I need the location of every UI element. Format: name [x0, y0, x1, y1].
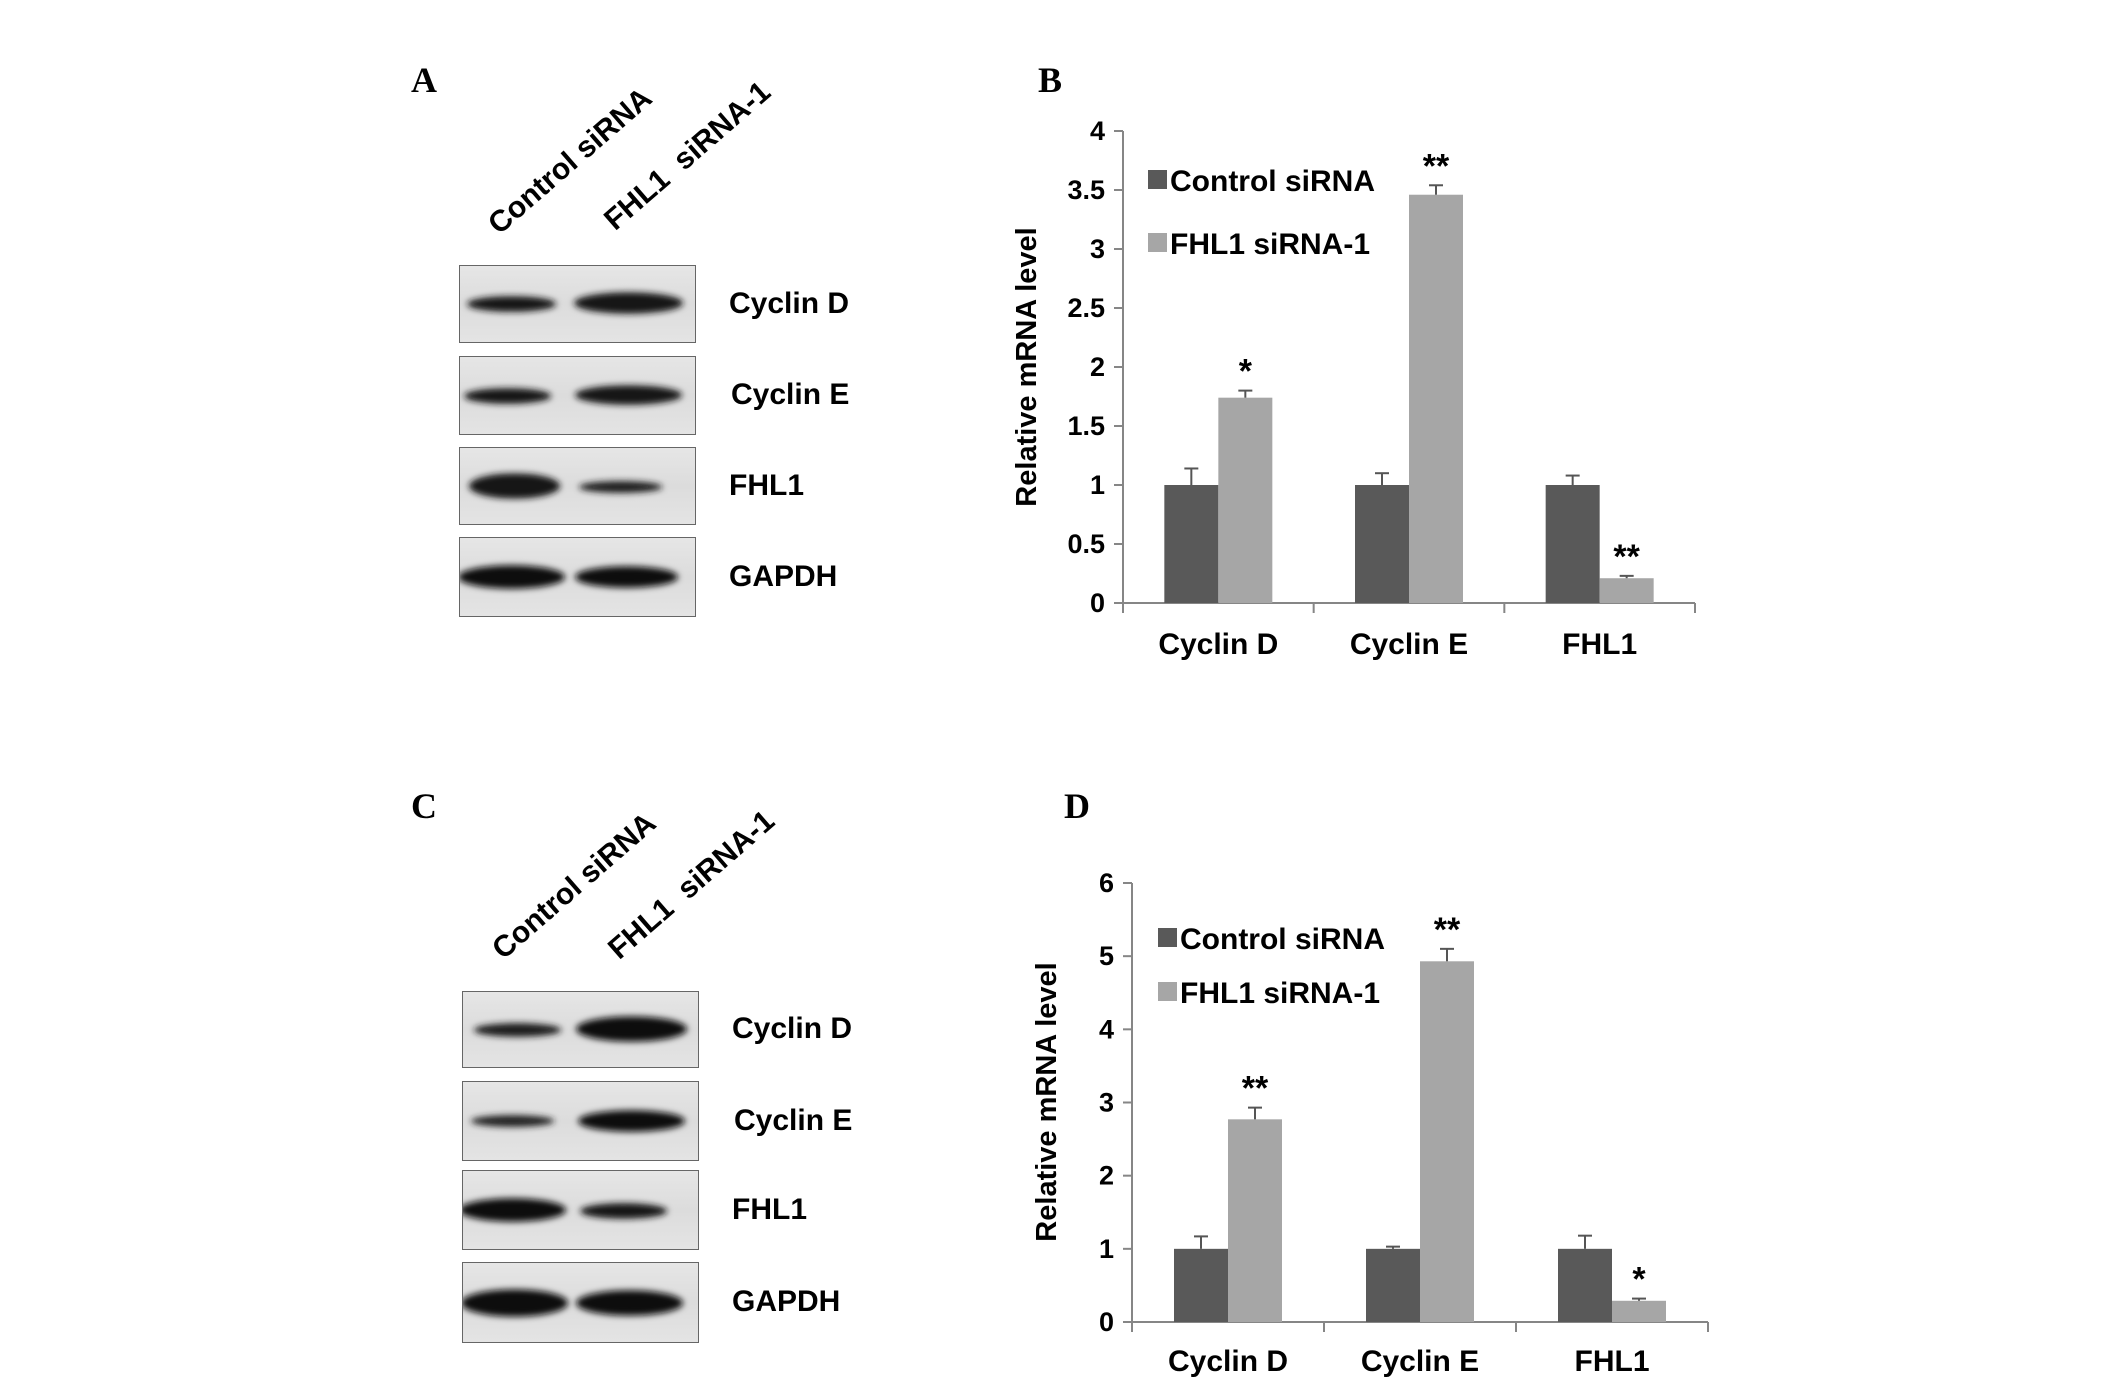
y-tick-label: 2.5 — [1067, 293, 1105, 323]
x-category-label: Cyclin D — [1158, 628, 1278, 661]
blot-image — [470, 1110, 686, 1132]
chart-b: 0 0.5 1 1.5 2 2.5 3 3.5 4 * Cyclin D ** Cyclin E ** FH… — [1011, 116, 1696, 661]
legend-label: Control siRNA — [1170, 165, 1375, 198]
significance-marker: ** — [1242, 1070, 1269, 1108]
blot-image — [460, 565, 679, 589]
band-fhl1-lane — [574, 292, 684, 314]
panel-label-c: C — [411, 786, 437, 826]
y-tick-label: 2 — [1090, 352, 1105, 382]
blot-image — [463, 1198, 668, 1222]
x-category-label: Cyclin E — [1361, 1345, 1479, 1378]
blot-row-label-cyclin-d: Cyclin D — [732, 1012, 853, 1045]
band-control-lane — [463, 1198, 567, 1222]
bar-fhl1-sirna-1 — [1228, 1119, 1282, 1322]
y-tick-label: 2 — [1099, 1161, 1114, 1191]
blot-image — [463, 385, 683, 405]
blot-image — [463, 1289, 684, 1317]
blot-image — [473, 1016, 688, 1042]
bar-fhl1-sirna-1 — [1599, 578, 1654, 603]
legend-label: FHL1 siRNA-1 — [1170, 228, 1370, 261]
significance-marker: ** — [1434, 911, 1461, 949]
y-tick-label: 4 — [1090, 116, 1105, 146]
blot-image — [466, 292, 684, 314]
band-control-lane — [468, 473, 561, 499]
bar-control-sirna — [1366, 1248, 1420, 1322]
blot-row-label-cyclin-d: Cyclin D — [729, 287, 850, 320]
y-tick-label: 3 — [1090, 234, 1105, 264]
band-fhl1-lane — [575, 566, 679, 588]
blot-row-label-gapdh: GAPDH — [732, 1285, 841, 1318]
band-control-lane — [466, 296, 557, 312]
band-fhl1-lane — [580, 1203, 668, 1219]
bar-fhl1-sirna-1 — [1409, 194, 1463, 603]
band-control-lane — [473, 1023, 562, 1037]
bar-control-sirna — [1355, 485, 1409, 603]
bar-control-sirna — [1545, 485, 1600, 603]
y-tick-label: 1 — [1090, 470, 1105, 500]
band-control-lane — [470, 1115, 555, 1127]
bar-fhl1-sirna-1 — [1420, 961, 1474, 1322]
bar-control-sirna — [1174, 1248, 1228, 1322]
panel-label-b: B — [1038, 60, 1063, 100]
significance-marker: * — [1632, 1261, 1646, 1299]
band-fhl1-lane — [578, 481, 663, 493]
legend-swatch — [1148, 170, 1167, 189]
y-tick-label: 6 — [1099, 868, 1114, 898]
y-tick-label: 0 — [1099, 1307, 1114, 1337]
blot-gapdh — [459, 537, 696, 617]
bar-control-sirna — [1164, 485, 1219, 603]
band-fhl1-lane — [575, 385, 683, 405]
chart-d-container: 0 1 2 3 4 5 6 ** Cyclin D ** Cyclin E * FHL1 Relative… — [990, 850, 1730, 1390]
y-tick-label: 0 — [1090, 588, 1105, 618]
y-tick-label: 3.5 — [1067, 175, 1105, 205]
panel-label-a: A — [411, 60, 437, 100]
blot-row-label-fhl1: FHL1 — [729, 469, 804, 502]
y-axis-title: Relative mRNA level — [1011, 227, 1043, 506]
y-tick-label: 3 — [1099, 1088, 1114, 1118]
x-category-label: FHL1 — [1575, 1345, 1650, 1378]
legend-label: FHL1 siRNA-1 — [1180, 977, 1380, 1010]
legend-swatch — [1148, 233, 1167, 252]
legend-swatch — [1158, 928, 1177, 947]
blot-row-label-gapdh: GAPDH — [729, 560, 838, 593]
x-category-label: FHL1 — [1562, 628, 1637, 661]
y-tick-label: 0.5 — [1067, 529, 1105, 559]
blot-row-label-cyclin-e: Cyclin E — [734, 1104, 853, 1137]
panel-label-d: D — [1064, 786, 1090, 826]
bar-control-sirna — [1558, 1248, 1612, 1322]
significance-marker: * — [1239, 353, 1253, 391]
legend-label: Control siRNA — [1180, 923, 1385, 956]
y-axis-title: Relative mRNA level — [1031, 962, 1063, 1241]
blot-cyclin-e — [459, 356, 696, 435]
y-tick-label: 1.5 — [1067, 411, 1105, 441]
blot-cyclin-d — [459, 265, 696, 343]
blot-row-label-fhl1: FHL1 — [732, 1193, 807, 1226]
blot-image — [468, 473, 663, 499]
blot-fhl1 — [459, 447, 696, 525]
band-fhl1-lane — [576, 1290, 684, 1316]
blot-row-label-cyclin-e: Cyclin E — [731, 378, 850, 411]
chart-d: 0 1 2 3 4 5 6 ** Cyclin D ** Cyclin E * FHL1 Relative… — [1031, 868, 1709, 1378]
significance-marker: ** — [1613, 538, 1640, 576]
band-control-lane — [463, 388, 552, 404]
blot-cyclin-e — [462, 1081, 699, 1161]
chart-b-container: 0 0.5 1 1.5 2 2.5 3 3.5 4 * Cyclin D ** Cyclin E ** FH… — [990, 110, 1730, 670]
band-fhl1-lane — [578, 1110, 686, 1132]
y-tick-label: 1 — [1099, 1234, 1114, 1264]
bar-fhl1-sirna-1 — [1218, 397, 1273, 603]
band-control-lane — [460, 565, 566, 589]
blot-fhl1 — [462, 1170, 699, 1250]
blot-gapdh — [462, 1262, 699, 1343]
blot-cyclin-d — [462, 991, 699, 1068]
legend-swatch — [1158, 982, 1177, 1001]
band-control-lane — [463, 1289, 569, 1317]
significance-marker: ** — [1423, 147, 1450, 185]
band-fhl1-lane — [576, 1016, 688, 1042]
x-category-label: Cyclin E — [1350, 628, 1468, 661]
bar-fhl1-sirna-1 — [1612, 1300, 1666, 1322]
y-tick-label: 4 — [1099, 1014, 1114, 1044]
y-tick-label: 5 — [1099, 941, 1114, 971]
x-category-label: Cyclin D — [1168, 1345, 1288, 1378]
